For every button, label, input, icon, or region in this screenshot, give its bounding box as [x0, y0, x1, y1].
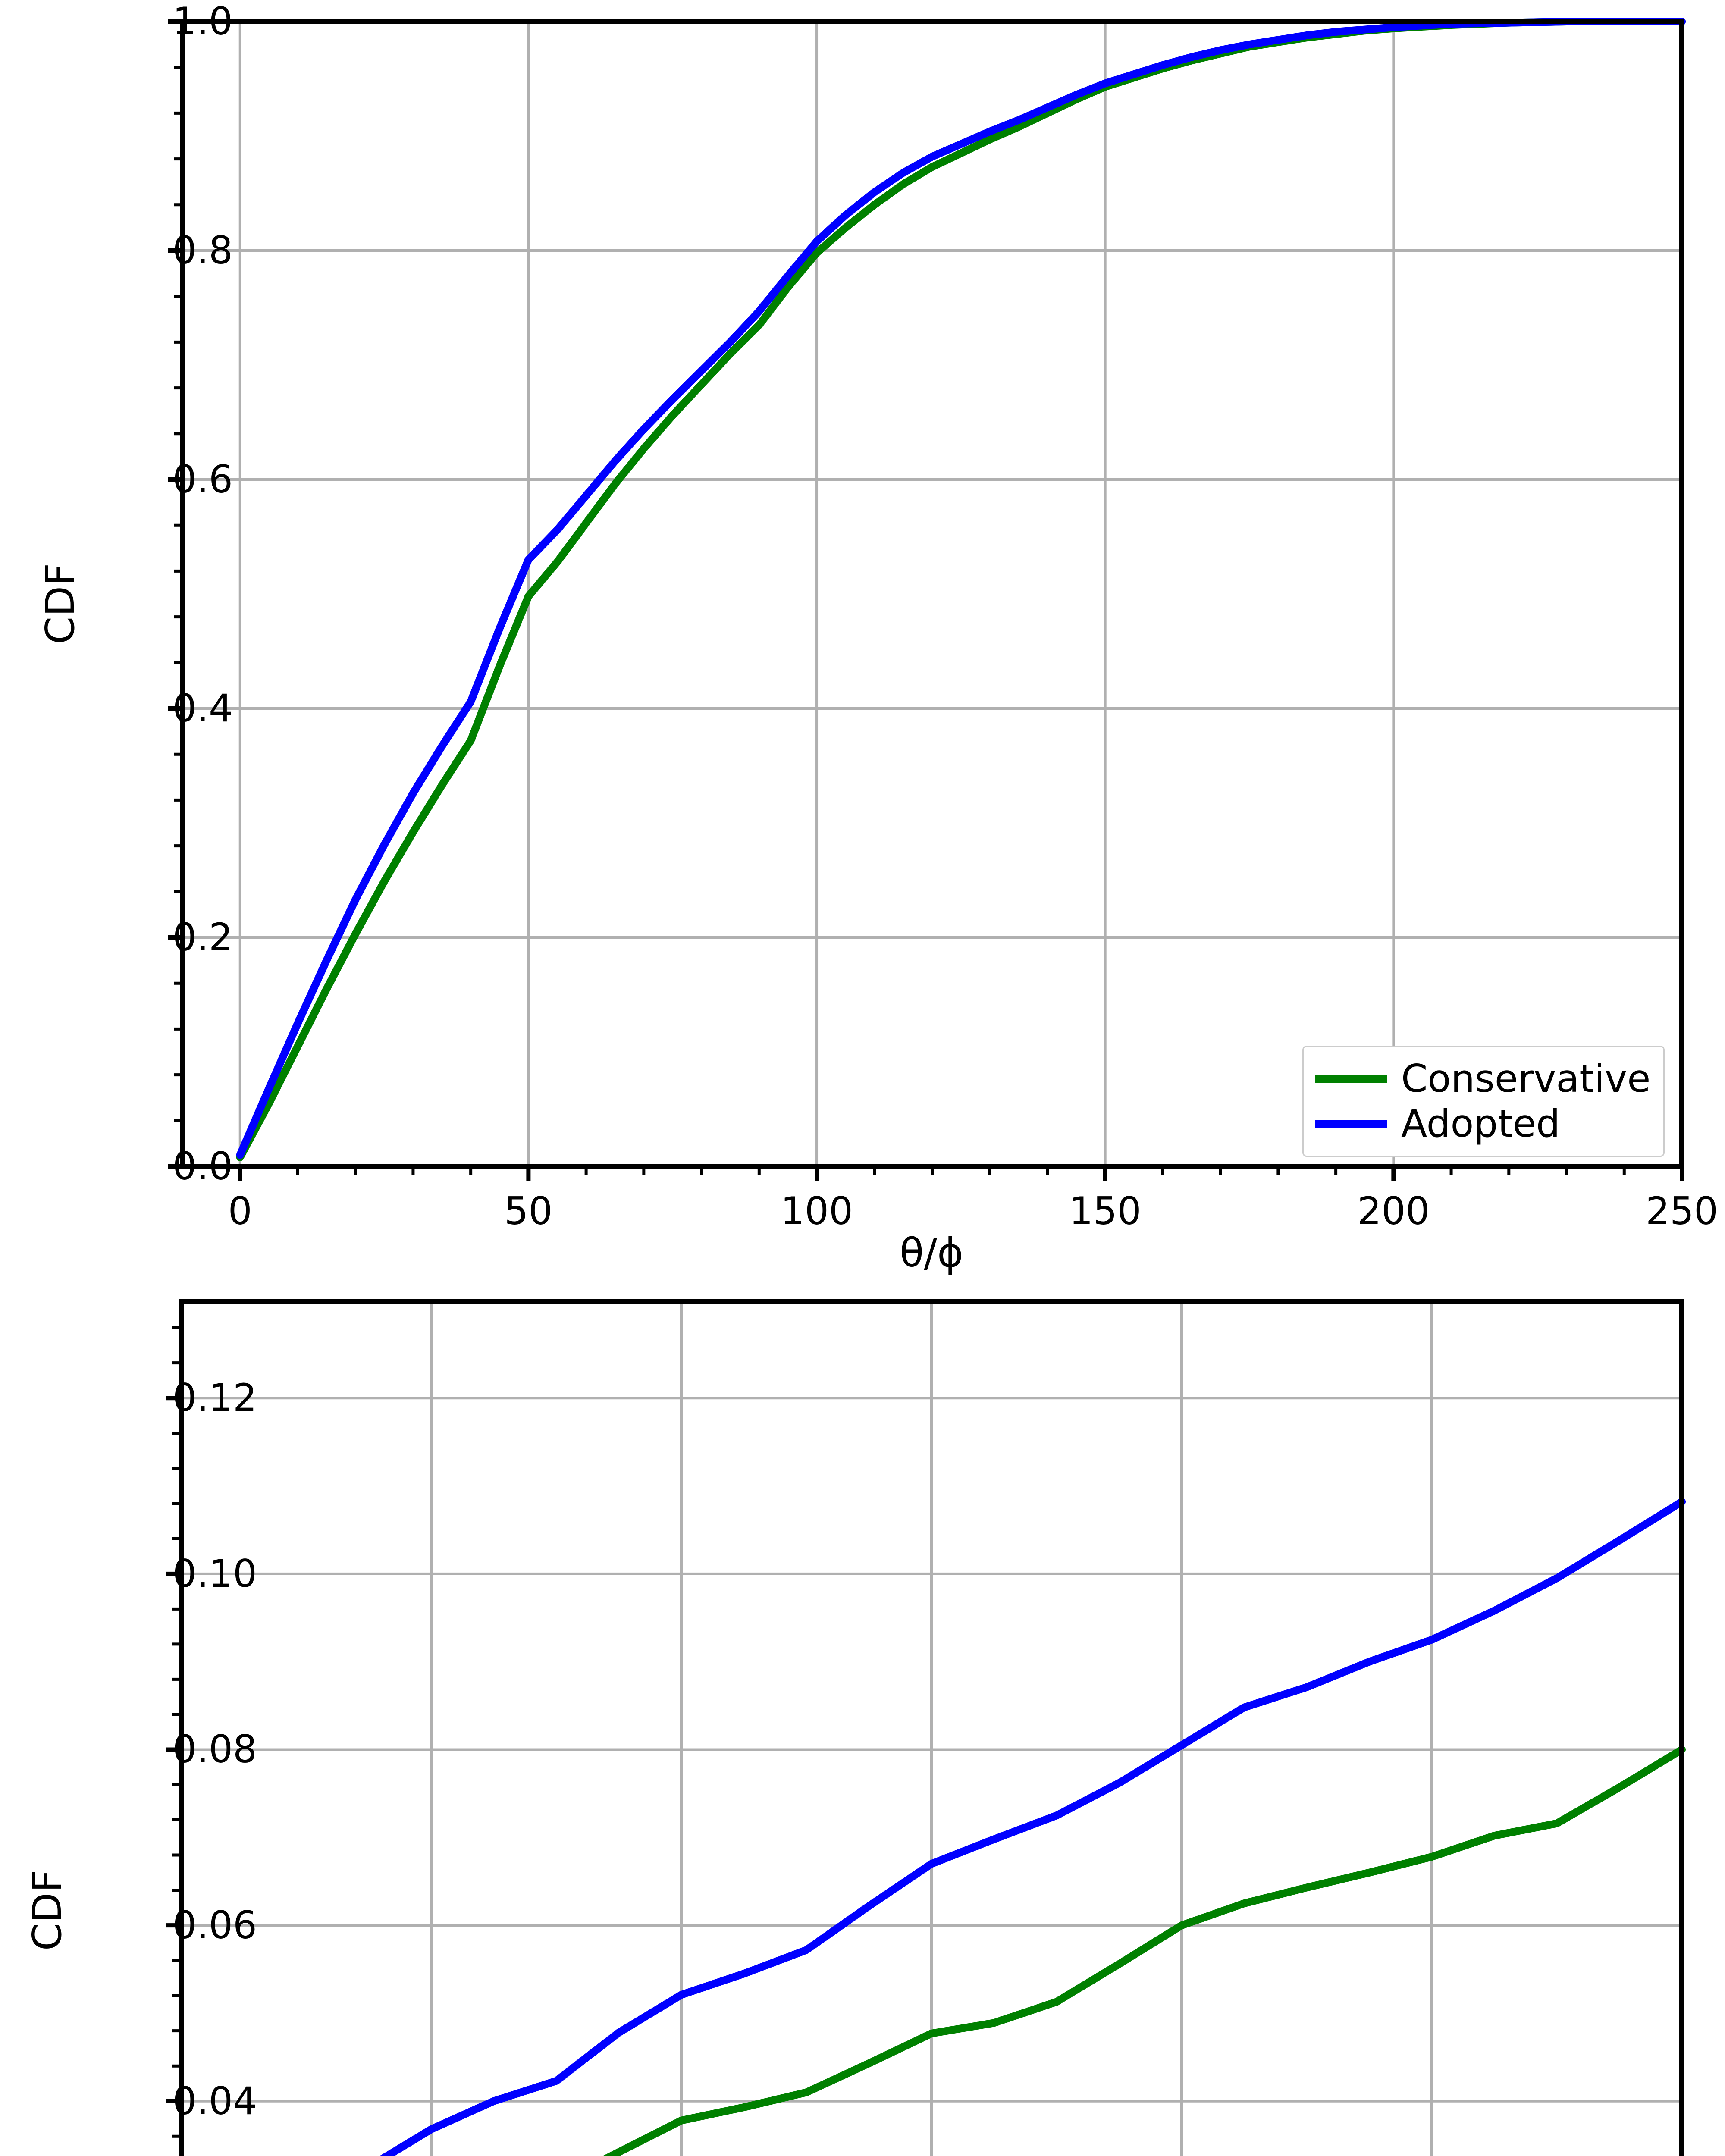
top-x-axis-title: θ/ϕ	[900, 1230, 963, 1276]
top-xtick-label: 50	[504, 1189, 553, 1233]
chart-panel-bottom: 0.00 0.02 0.04 0.06 0.08 0.10 0.12 0 1 2…	[0, 1294, 1725, 2156]
bottom-y-axis-title: CDF	[24, 1870, 70, 1951]
legend-swatch-conservative	[1315, 1075, 1387, 1083]
legend-swatch-adopted	[1315, 1120, 1387, 1128]
top-plot-canvas	[168, 18, 1686, 1181]
legend-label-conservative: Conservative	[1401, 1056, 1651, 1101]
top-xtick-label: 150	[1069, 1189, 1142, 1233]
legend: Conservative Adopted	[1302, 1046, 1665, 1157]
top-xtick-label: 250	[1646, 1189, 1718, 1233]
legend-item-adopted: Adopted	[1315, 1101, 1652, 1146]
chart-panel-top: 0.0 0.2 0.4 0.6 0.8 1.0 0 50 100 150 200…	[37, 3, 1718, 1276]
bottom-plot-canvas	[166, 1299, 1686, 2156]
top-xtick-label: 0	[228, 1189, 252, 1233]
top-y-axis-title: CDF	[37, 563, 83, 644]
legend-label-adopted: Adopted	[1401, 1101, 1560, 1146]
legend-item-conservative: Conservative	[1315, 1056, 1652, 1101]
top-xtick-label: 200	[1357, 1189, 1430, 1233]
top-xtick-label: 100	[781, 1189, 853, 1233]
